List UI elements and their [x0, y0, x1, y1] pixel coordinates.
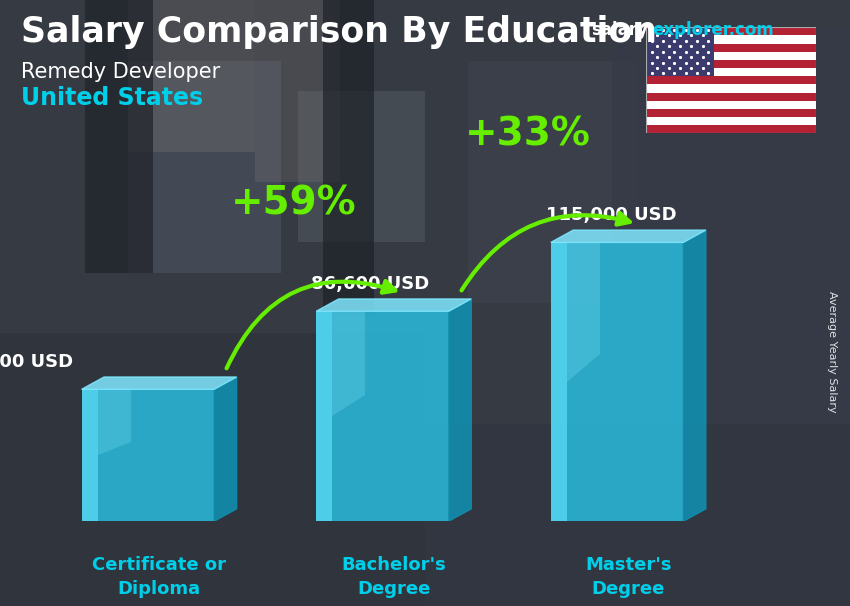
Bar [646, 84, 816, 93]
Text: Bachelor's
Degree: Bachelor's Degree [342, 556, 446, 598]
Bar [612, 30, 850, 424]
Bar [646, 109, 816, 117]
Bar [646, 27, 816, 35]
Bar [85, 0, 153, 273]
Polygon shape [214, 377, 236, 521]
Polygon shape [551, 230, 706, 242]
Bar [128, 61, 280, 273]
Bar [425, 424, 850, 606]
Text: +33%: +33% [465, 116, 591, 154]
Polygon shape [316, 311, 449, 521]
Text: 86,600 USD: 86,600 USD [311, 275, 429, 293]
Text: +59%: +59% [230, 184, 356, 222]
Text: Remedy Developer: Remedy Developer [21, 62, 220, 82]
Polygon shape [82, 377, 236, 389]
Text: 115,000 USD: 115,000 USD [546, 206, 677, 224]
Text: salary: salary [591, 21, 648, 39]
Polygon shape [82, 389, 214, 521]
Text: Master's
Degree: Master's Degree [585, 556, 672, 598]
Bar [128, 0, 255, 152]
Text: Certificate or
Diploma: Certificate or Diploma [92, 556, 226, 598]
Polygon shape [567, 242, 600, 382]
Bar [468, 61, 638, 303]
Bar [646, 52, 816, 60]
Bar [298, 91, 425, 242]
Text: explorer.com: explorer.com [652, 21, 774, 39]
Text: United States: United States [21, 86, 203, 110]
Bar [646, 27, 714, 76]
Bar [646, 93, 816, 101]
Polygon shape [449, 299, 471, 521]
Bar [646, 117, 816, 125]
Polygon shape [551, 242, 683, 521]
Bar [323, 0, 374, 315]
Bar [646, 76, 816, 84]
Polygon shape [98, 389, 131, 455]
Text: 54,400 USD: 54,400 USD [0, 353, 73, 371]
Text: Average Yearly Salary: Average Yearly Salary [827, 291, 837, 412]
Text: Salary Comparison By Education: Salary Comparison By Education [21, 15, 657, 49]
Bar [646, 125, 816, 133]
Bar [255, 0, 340, 182]
Polygon shape [332, 311, 366, 416]
Polygon shape [551, 242, 567, 521]
Bar [646, 101, 816, 109]
Bar [646, 60, 816, 68]
Bar [646, 44, 816, 52]
Polygon shape [316, 311, 332, 521]
Bar [646, 68, 816, 76]
Bar [0, 333, 425, 606]
Bar [646, 35, 816, 44]
Polygon shape [316, 299, 471, 311]
Polygon shape [683, 230, 706, 521]
Polygon shape [82, 389, 98, 521]
